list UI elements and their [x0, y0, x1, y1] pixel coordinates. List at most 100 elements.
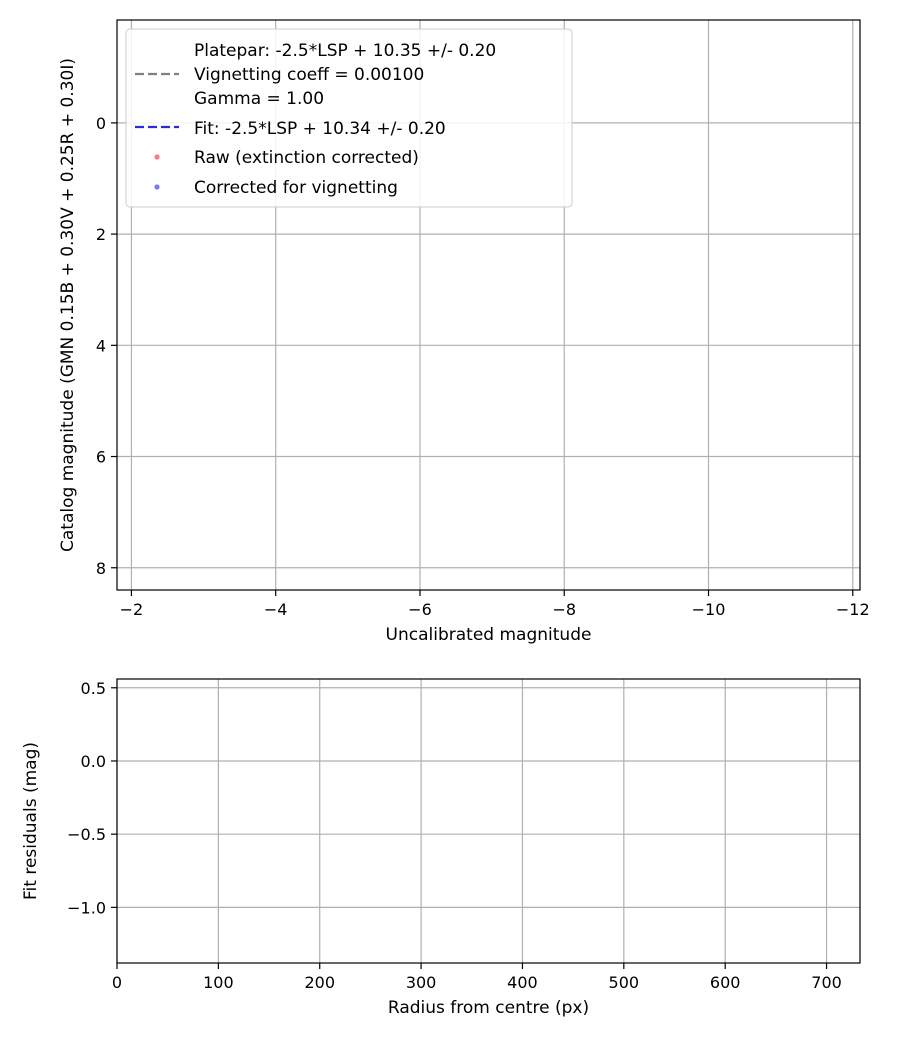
raw-point [449, 824, 454, 829]
raw-point [425, 346, 430, 351]
raw-point [432, 351, 437, 356]
raw-point [771, 864, 776, 869]
raw-point [399, 362, 404, 367]
raw-point [504, 248, 509, 253]
raw-point [443, 802, 448, 807]
corrected-point [396, 371, 401, 376]
raw-point [374, 387, 379, 392]
grid [116, 679, 860, 963]
x-tick-label: 200 [304, 973, 335, 992]
corrected-point [769, 700, 774, 705]
raw-point [623, 193, 628, 198]
raw-point [360, 376, 365, 381]
corrected-point [439, 351, 444, 356]
corrected-point [594, 215, 599, 220]
raw-point [736, 842, 741, 847]
corrected-point [608, 754, 613, 759]
raw-point [591, 223, 596, 228]
raw-point [490, 276, 495, 281]
corrected-point [399, 390, 404, 395]
legend-corrected-swatch [154, 184, 160, 190]
raw-point [221, 741, 226, 746]
raw-point [284, 795, 289, 800]
axes-frame [116, 19, 861, 591]
corrected-point [731, 715, 736, 720]
raw-point [342, 791, 347, 796]
raw-point [468, 318, 473, 323]
corrected-point [479, 780, 484, 785]
raw-point [249, 788, 254, 793]
raw-point [363, 373, 368, 378]
raw-point [463, 820, 468, 825]
raw-point [410, 365, 415, 370]
corrected-point [540, 761, 545, 766]
corrected-point [522, 290, 527, 295]
raw-point [567, 873, 572, 878]
corrected-point [414, 373, 419, 378]
corrected-point [224, 750, 229, 755]
raw-point [313, 795, 318, 800]
corrected-point [771, 719, 776, 724]
x-tick-label: 0 [112, 973, 122, 992]
raw-point [529, 265, 534, 270]
corrected-point [385, 376, 390, 381]
corrected-point [612, 198, 617, 203]
series-corrected [151, 690, 776, 812]
corrected-point [511, 304, 516, 309]
raw-point [279, 814, 284, 819]
raw-point [430, 824, 435, 829]
raw-point [302, 744, 307, 749]
raw-point [515, 820, 520, 825]
corrected-point [367, 398, 372, 403]
raw-point [472, 290, 477, 295]
corrected-point [463, 766, 468, 771]
raw-point [464, 301, 469, 306]
raw-point [396, 371, 401, 376]
corrected-point [453, 321, 458, 326]
corrected-point [579, 761, 584, 766]
corrected-point [421, 365, 426, 370]
corrected-point [279, 773, 284, 778]
raw-point [453, 323, 458, 328]
corrected-point [618, 744, 623, 749]
corrected-point [486, 726, 491, 731]
raw-point [363, 820, 368, 825]
raw-point [437, 791, 442, 796]
corrected-point [457, 334, 462, 339]
legend-raw: Raw (extinction corrected) [194, 148, 419, 168]
raw-point [554, 802, 559, 807]
corrected-point [455, 780, 460, 785]
corrected-point [392, 712, 397, 717]
raw-point [742, 864, 747, 869]
raw-point [490, 293, 495, 298]
corrected-point [443, 326, 448, 331]
corrected-point [450, 348, 455, 353]
x-axis-label: Uncalibrated magnitude [386, 625, 592, 645]
corrected-point [389, 401, 394, 406]
x-axis: −2 −4 −6 −8 −10 −12 [120, 590, 870, 619]
corrected-point [547, 747, 552, 752]
corrected-point [561, 722, 566, 727]
raw-point [439, 312, 444, 317]
raw-point [298, 802, 303, 807]
raw-point [385, 412, 390, 417]
raw-point [392, 800, 397, 805]
corrected-point [508, 295, 513, 300]
y-tick-label: −0.5 [67, 825, 106, 844]
raw-point [532, 854, 537, 859]
raw-point [522, 243, 527, 248]
x-tick-label: −6 [408, 600, 432, 619]
raw-point [479, 321, 484, 326]
x-axis: 0 100 200 300 400 500 600 700 [112, 963, 842, 992]
corrected-point [434, 732, 439, 737]
corrected-point [333, 737, 338, 742]
corrected-point [482, 315, 487, 320]
raw-point [720, 876, 725, 881]
corrected-point [486, 329, 491, 334]
raw-point [389, 382, 394, 387]
corrected-point [381, 393, 386, 398]
raw-point [493, 265, 498, 270]
corrected-point [515, 722, 520, 727]
corrected-point [567, 703, 572, 708]
